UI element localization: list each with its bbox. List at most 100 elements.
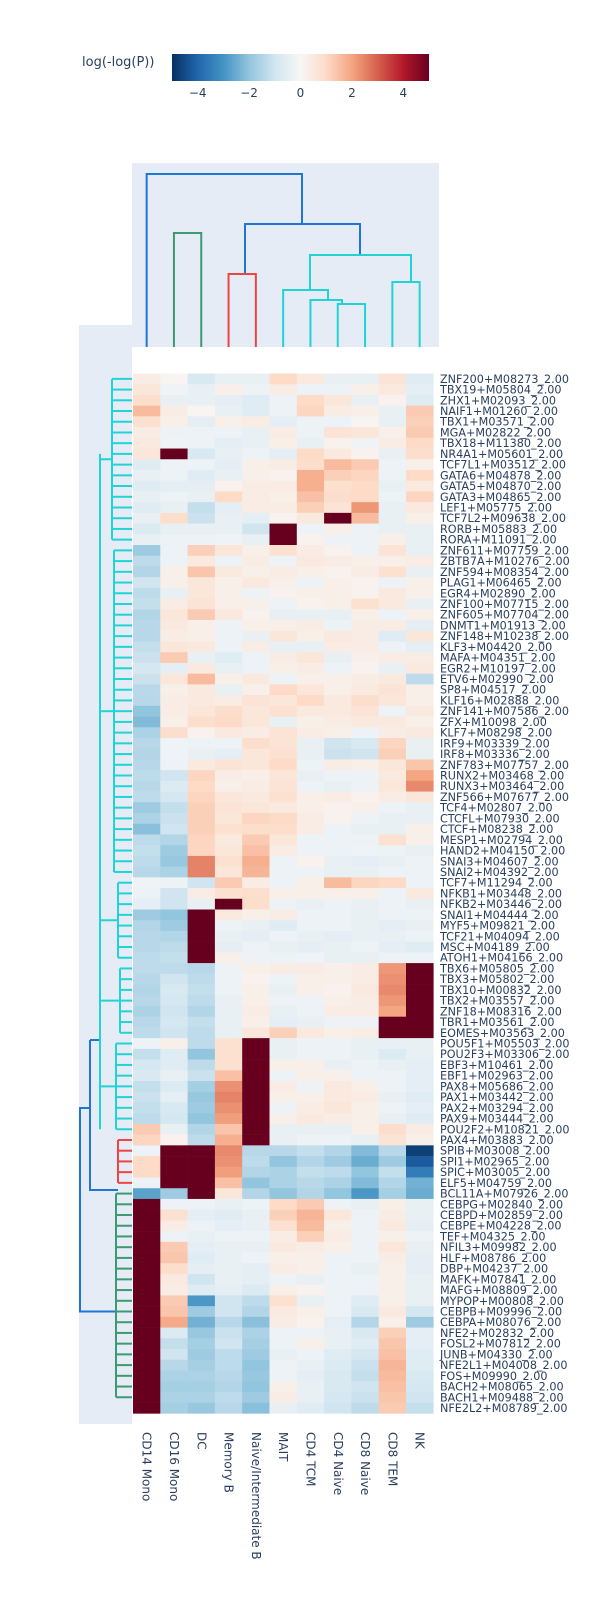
heatmap-cell bbox=[160, 427, 188, 439]
heatmap-cell bbox=[242, 427, 270, 439]
heatmap-cell bbox=[351, 1273, 379, 1285]
heatmap-cell bbox=[351, 1198, 379, 1210]
heatmap-cell bbox=[378, 1231, 407, 1243]
heatmap-cell bbox=[160, 534, 188, 546]
row-label: HLF+M08786_2.00 bbox=[440, 1252, 546, 1265]
heatmap-cell bbox=[160, 995, 188, 1007]
heatmap-cell bbox=[351, 373, 379, 385]
heatmap-cell bbox=[296, 523, 325, 535]
heatmap-cell bbox=[378, 941, 407, 953]
heatmap-cell bbox=[133, 1134, 161, 1146]
heatmap-cell bbox=[269, 652, 298, 664]
heatmap-cell bbox=[406, 920, 434, 932]
heatmap-cell bbox=[378, 502, 407, 514]
heatmap-cell bbox=[160, 941, 188, 953]
heatmap-cell bbox=[269, 673, 298, 685]
heatmap-cell bbox=[378, 737, 407, 749]
heatmap-cell bbox=[160, 1059, 188, 1071]
heatmap-cell bbox=[378, 405, 407, 417]
heatmap-cell bbox=[133, 1306, 161, 1318]
heatmap-cell bbox=[296, 770, 325, 782]
heatmap-cell bbox=[296, 1273, 325, 1285]
heatmap-cell bbox=[378, 920, 407, 932]
heatmap-cell bbox=[324, 877, 352, 889]
heatmap-cell bbox=[133, 523, 161, 535]
heatmap-cell bbox=[378, 1306, 407, 1318]
heatmap-cell bbox=[296, 1327, 325, 1339]
heatmap-cell bbox=[133, 1027, 161, 1039]
heatmap-cell bbox=[160, 791, 188, 803]
heatmap-cell bbox=[378, 759, 407, 771]
heatmap-cell bbox=[269, 684, 298, 696]
heatmap-cell bbox=[214, 737, 243, 749]
heatmap-cell bbox=[269, 1156, 298, 1168]
heatmap-cell bbox=[160, 416, 188, 428]
heatmap-cell bbox=[296, 534, 325, 546]
heatmap-cell bbox=[351, 1048, 379, 1060]
heatmap-cell bbox=[378, 1402, 407, 1414]
row-label: MSC+M04189_2.00 bbox=[440, 941, 550, 954]
heatmap-cell bbox=[324, 630, 352, 642]
heatmap-cell bbox=[133, 502, 161, 514]
heatmap-cell bbox=[351, 845, 379, 857]
heatmap-cell bbox=[296, 1016, 325, 1028]
heatmap-cell bbox=[187, 855, 216, 867]
heatmap-cell bbox=[269, 469, 298, 481]
heatmap-cell bbox=[296, 737, 325, 749]
heatmap-cell bbox=[378, 480, 407, 492]
heatmap-cell bbox=[269, 802, 298, 814]
row-label: ZNF200+M08273_2.00 bbox=[440, 373, 569, 386]
heatmap-cell bbox=[133, 1145, 161, 1157]
heatmap-cell bbox=[269, 427, 298, 439]
colorbar: log(-log(P)) −4 −2 0 2 4 bbox=[82, 54, 429, 100]
heatmap-cell bbox=[133, 866, 161, 878]
heatmap-cell bbox=[187, 952, 216, 964]
heatmap-cell bbox=[269, 448, 298, 460]
heatmap-cell bbox=[160, 737, 188, 749]
heatmap-cell bbox=[406, 491, 434, 503]
heatmap-cell bbox=[351, 898, 379, 910]
heatmap-cell bbox=[133, 427, 161, 439]
heatmap-cell bbox=[214, 834, 243, 846]
heatmap-cell bbox=[406, 1038, 434, 1050]
heatmap-cell bbox=[296, 802, 325, 814]
heatmap-cell bbox=[351, 394, 379, 406]
heatmap-cell bbox=[214, 1091, 243, 1103]
heatmap-cell bbox=[187, 662, 216, 674]
heatmap-cell bbox=[160, 609, 188, 621]
heatmap-cell bbox=[269, 545, 298, 557]
heatmap-cell bbox=[242, 512, 270, 524]
row-label: ZNF611+M07759_2.00 bbox=[440, 544, 569, 557]
heatmap-cell bbox=[160, 1113, 188, 1125]
colorbar-ticks: −4 −2 0 2 4 bbox=[189, 86, 407, 100]
heatmap-cell bbox=[242, 909, 270, 921]
heatmap-cell bbox=[187, 920, 216, 932]
heatmap-cell bbox=[187, 373, 216, 385]
heatmap-cell bbox=[242, 1381, 270, 1393]
heatmap-cell bbox=[214, 523, 243, 535]
heatmap-cell bbox=[378, 1134, 407, 1146]
heatmap-cell bbox=[406, 866, 434, 878]
heatmap-cell bbox=[269, 855, 298, 867]
heatmap-cell bbox=[324, 405, 352, 417]
row-label: SPI1+M02965_2.00 bbox=[440, 1155, 549, 1168]
heatmap-cell bbox=[378, 1177, 407, 1189]
heatmap-cell bbox=[324, 791, 352, 803]
heatmap-cell bbox=[324, 780, 352, 792]
heatmap-cell bbox=[160, 577, 188, 589]
heatmap-cell bbox=[296, 1370, 325, 1382]
heatmap-cell bbox=[378, 1081, 407, 1093]
heatmap-cell bbox=[296, 823, 325, 835]
heatmap-cell bbox=[406, 469, 434, 481]
dendrogram-branch bbox=[244, 223, 361, 274]
row-label: SNAI2+M04392_2.00 bbox=[440, 866, 559, 879]
heatmap-cell bbox=[160, 1370, 188, 1382]
heatmap-cell bbox=[378, 1145, 407, 1157]
heatmap-cell bbox=[160, 1081, 188, 1093]
heatmap-cell bbox=[133, 898, 161, 910]
heatmap-cell bbox=[296, 705, 325, 717]
heatmap-cell bbox=[406, 845, 434, 857]
heatmap-cell bbox=[351, 1370, 379, 1382]
dendrogram-branch bbox=[282, 289, 329, 347]
dendrogram-branch bbox=[309, 254, 412, 290]
